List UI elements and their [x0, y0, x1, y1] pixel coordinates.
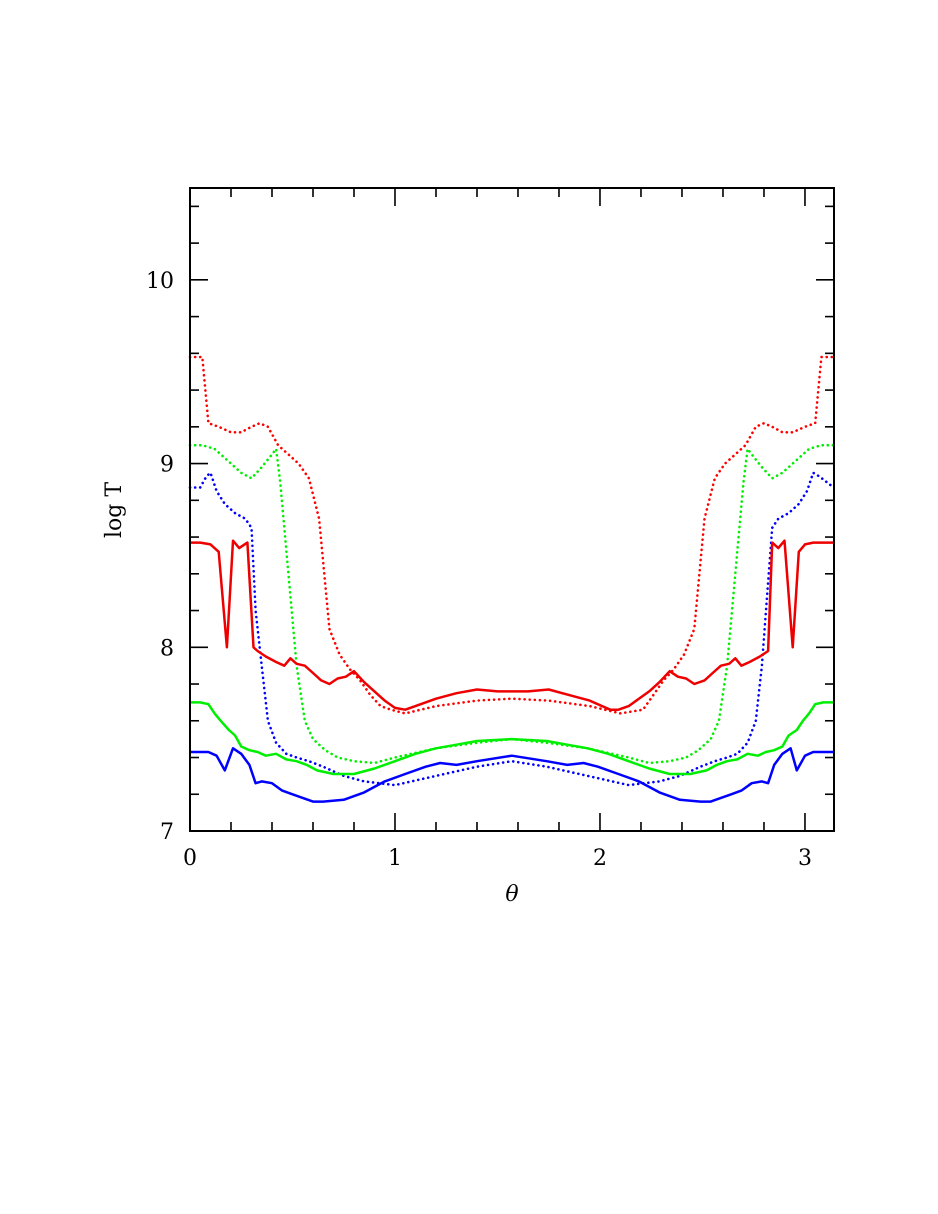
plot-frame [189, 187, 835, 832]
series-line-3-solid [190, 539, 834, 711]
y-tick-label: 7 [160, 820, 174, 845]
tick-layer [189, 188, 834, 832]
x-tick-label: 0 [183, 846, 197, 871]
y-axis-title: log T [102, 482, 127, 538]
x-axis-title: θ [505, 882, 518, 907]
y-tick-label: 9 [160, 453, 174, 478]
x-tick-label: 2 [593, 846, 607, 871]
series-layer [188, 355, 835, 803]
y-tick-label: 8 [160, 636, 174, 661]
series-line-0-dotted [188, 355, 835, 715]
x-tick-label: 1 [388, 846, 402, 871]
tick-label-layer: 0 1 2 3 7 8 9 10 [146, 269, 812, 871]
x-tick-label: 3 [798, 846, 812, 871]
series-line-4-solid [190, 701, 834, 776]
series-line-1-dotted [188, 443, 835, 765]
series-line-2-dotted [188, 471, 835, 787]
series-line-5-solid [190, 747, 834, 803]
y-tick-label: 10 [146, 269, 174, 294]
